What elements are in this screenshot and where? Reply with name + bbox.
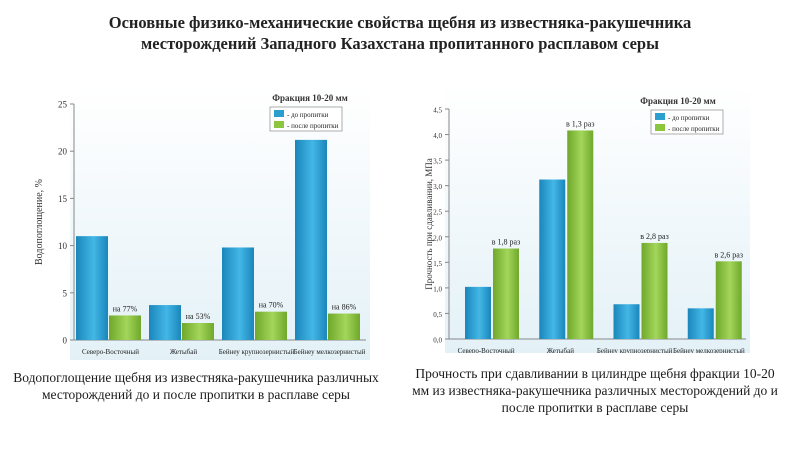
chart1-annotation: на 53% [186,312,211,321]
chart2-legend-label-before: - до пропитки [668,114,710,122]
chart2-y-tick-label: 0,5 [433,311,442,319]
chart2-x-tick-label: Северо-Восточный [458,347,515,353]
chart1-bar-before [76,236,108,340]
chart1-bar-after [109,315,141,340]
chart1-svg: 0 5 10 15 20 25 Водопоглощение, % на 77% Северо-… [34,88,370,360]
chart1-bar-before [222,247,254,340]
chart1-x-tick-label: Жетыбай [170,348,197,356]
chart1-x-tick-label: Северо-Восточный [82,348,139,356]
chart1-y-tick-label: 15 [58,194,68,204]
chart1-annotation: на 86% [332,303,357,312]
chart2-legend-label-after: - после пропитки [668,125,720,133]
chart1-bar-after [255,311,287,340]
page-title: Основные физико-механические свойства ще… [40,12,760,54]
chart2-bar-after [493,248,519,339]
chart2-x-tick-label: Бейнеу мелкозернистый [673,347,745,353]
chart2-y-tick-label: 3,5 [433,158,442,166]
chart2-bar-after [567,130,594,339]
compressive-strength-caption: Прочность при сдавливании в цилиндре щеб… [412,366,778,415]
chart1-bar-after [182,323,214,340]
chart2-y-tick-label: 2,0 [433,234,442,242]
chart2-y-tick-label: 3,0 [433,183,442,191]
chart1-legend-swatch-before [274,110,284,117]
chart1-y-tick-label: 0 [63,336,68,346]
chart2-y-tick-label: 1,0 [433,285,442,293]
chart2-y-tick-label: 0,0 [433,337,442,345]
chart2-x-tick-label: Бейнеу крупнозернистый [597,347,673,353]
chart1-x-tick-label: Бейнеу мелкозернистый [294,348,366,356]
chart1-bar-before [149,305,181,340]
chart2-annotation: в 1,8 раз [492,238,521,247]
chart2-legend-swatch-after [655,124,665,131]
water-absorption-chart: 0 5 10 15 20 25 Водопоглощение, % на 77% Северо-… [30,88,370,360]
chart2-y-tick-label: 4,5 [433,107,442,115]
chart2-x-tick-label: Жетыбай [547,347,574,353]
chart1-y-axis-label: Водопоглощение, % [34,179,45,265]
chart1-bar-before [295,139,327,340]
chart1-y-tick-label: 20 [58,147,68,157]
chart2-bar-before [687,308,714,339]
page-title-line-2: месторождений Западного Казахстана пропи… [141,34,659,53]
chart2-y-tick-label: 1,5 [433,260,442,268]
chart1-y-tick-label: 5 [63,288,68,298]
chart1-title: Фракция 10-20 мм [272,93,347,103]
chart2-bar-after [715,261,742,339]
chart2-annotation: в 2,6 раз [715,250,744,259]
chart2-legend-swatch-before [655,113,665,120]
chart1-annotation: на 77% [113,304,138,313]
chart2-bar-before [465,286,491,339]
chart2-y-tick-label: 4,0 [433,132,442,140]
water-absorption-caption: Водопоглощение щебня из известняка-ракуш… [13,370,379,402]
chart2-title: Фракция 10-20 мм [640,96,715,106]
page-title-line-1: Основные физико-механические свойства ще… [108,13,692,32]
chart1-annotation: на 70% [259,301,284,310]
chart1-legend-label-after: - после пропитки [287,122,339,130]
compressive-strength-chart: 0,0 0,5 1,0 1,5 2,0 2,5 3,0 3,5 4,0 4,5 Прочность … [424,85,750,355]
chart1-legend-label-before: - до пропитки [287,111,329,119]
chart2-annotation: в 1,3 раз [566,119,595,128]
chart2-y-tick-label: 2,5 [433,209,442,217]
chart1-legend-swatch-after [274,121,284,128]
chart2-svg: 0,0 0,5 1,0 1,5 2,0 2,5 3,0 3,5 4,0 4,5 Прочность … [424,85,750,355]
chart1-x-tick-label: Бейнеу крупнозернистый [219,348,295,356]
chart1-y-tick-label: 10 [58,241,68,251]
chart1-bar-after [328,313,360,340]
chart2-y-axis-label: Прочность при сдавливании, МПа [425,158,434,290]
chart2-bar-before [613,304,640,339]
chart1-y-tick-label: 25 [58,100,68,110]
chart2-annotation: в 2,8 раз [640,232,669,241]
chart2-bar-before [539,179,566,339]
chart2-bar-after [641,242,668,339]
